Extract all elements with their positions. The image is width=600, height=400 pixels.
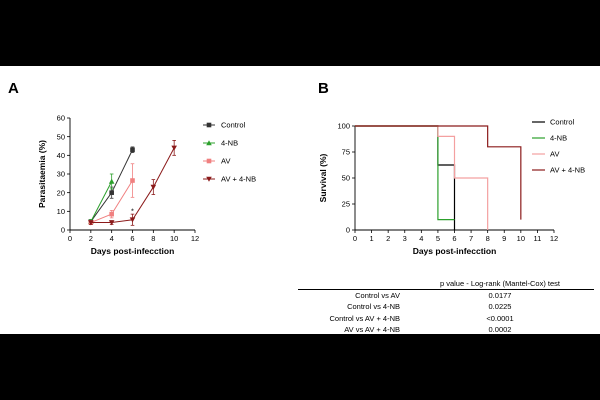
legend-label: AV + 4-NB bbox=[550, 166, 585, 175]
data-point-marker bbox=[88, 220, 94, 226]
data-point-marker bbox=[206, 122, 212, 128]
survival-step-line bbox=[355, 125, 456, 230]
panel-label-a: A bbox=[8, 80, 19, 97]
x-tick-label: 2 bbox=[89, 234, 93, 243]
legend-label: AV + 4-NB bbox=[221, 175, 256, 184]
x-tick-label: 0 bbox=[68, 234, 72, 243]
data-point-marker bbox=[150, 184, 157, 190]
data-point-marker bbox=[206, 176, 212, 182]
pvalue: 0.0177 bbox=[488, 291, 512, 301]
y-tick-label: 60 bbox=[57, 114, 65, 123]
x-tick-label: 7 bbox=[469, 234, 473, 243]
panel-label-b: B bbox=[318, 80, 329, 97]
y-axis-title: Survival (%) bbox=[318, 154, 328, 203]
pvalue: 0.0002 bbox=[488, 324, 512, 334]
y-tick-label: 0 bbox=[61, 226, 65, 235]
x-tick-label: 0 bbox=[353, 234, 357, 243]
comparison-label: Control vs AV bbox=[355, 291, 400, 301]
legend-label: Control bbox=[550, 118, 575, 127]
table-header-spacer bbox=[298, 278, 406, 291]
significance-marker: * bbox=[131, 206, 134, 215]
pvalue-table: p value - Log-rank (Mantel-Cox) test Con… bbox=[298, 278, 594, 334]
comparison-label: Control vs AV + 4-NB bbox=[329, 313, 400, 323]
x-tick-label: 6 bbox=[130, 234, 134, 243]
x-axis-title: Days post-infecction bbox=[413, 246, 497, 256]
x-tick-label: 11 bbox=[534, 234, 542, 243]
x-tick-label: 10 bbox=[517, 234, 525, 243]
table-header-row: p value - Log-rank (Mantel-Cox) test bbox=[298, 278, 594, 291]
x-axis-title: Days post-infecction bbox=[91, 246, 175, 256]
comparison-label: AV vs AV + 4-NB bbox=[344, 324, 400, 334]
y-tick-label: 100 bbox=[337, 122, 350, 131]
x-tick-label: 8 bbox=[151, 234, 155, 243]
data-point-marker bbox=[129, 217, 136, 223]
y-tick-label: 10 bbox=[57, 207, 65, 216]
y-tick-label: 40 bbox=[57, 151, 65, 160]
data-point-marker bbox=[109, 211, 114, 217]
table-row: AV vs AV + 4-NB 0.0002 bbox=[298, 324, 594, 334]
x-tick-label: 10 bbox=[170, 234, 178, 243]
x-tick-label: 9 bbox=[502, 234, 506, 243]
x-tick-label: 8 bbox=[486, 234, 490, 243]
x-tick-label: 12 bbox=[550, 234, 558, 243]
x-tick-label: 2 bbox=[386, 234, 390, 243]
y-tick-label: 75 bbox=[342, 148, 350, 157]
x-tick-label: 5 bbox=[436, 234, 440, 243]
series-line bbox=[90, 181, 113, 222]
y-tick-label: 20 bbox=[57, 188, 65, 197]
data-point-marker bbox=[108, 220, 115, 226]
pvalue: <0.0001 bbox=[486, 313, 514, 323]
table-row: Control vs 4-NB 0.0225 bbox=[298, 301, 594, 312]
data-point-marker bbox=[130, 147, 135, 153]
data-point-marker bbox=[171, 145, 177, 151]
y-tick-label: 0 bbox=[346, 226, 350, 235]
data-point-marker bbox=[206, 158, 212, 164]
data-point-marker bbox=[109, 190, 114, 195]
legend-label: Control bbox=[221, 121, 246, 130]
legend-label: AV bbox=[221, 157, 230, 166]
pvalue: 0.0225 bbox=[488, 302, 512, 312]
x-tick-label: 3 bbox=[403, 234, 407, 243]
y-tick-label: 50 bbox=[57, 132, 65, 141]
survival-step-line bbox=[355, 125, 489, 230]
x-tick-label: 1 bbox=[369, 234, 373, 243]
legend-label: 4-NB bbox=[221, 139, 238, 148]
x-tick-label: 4 bbox=[110, 234, 114, 243]
x-tick-label: 12 bbox=[191, 234, 199, 243]
y-tick-label: 25 bbox=[342, 200, 350, 209]
table-row: Control vs AV + 4-NB <0.0001 bbox=[298, 313, 594, 324]
legend-label: AV bbox=[550, 150, 559, 159]
comparison-label: Control vs 4-NB bbox=[347, 302, 400, 312]
x-tick-label: 4 bbox=[419, 234, 423, 243]
survival-step-line bbox=[355, 125, 455, 221]
survival-step-line bbox=[355, 125, 522, 220]
y-axis-title: Parasitaemia (%) bbox=[37, 140, 47, 208]
data-point-marker bbox=[108, 178, 115, 184]
parasitaemia-chart: 0 2 4 6 8 10 12 0 10 20 30 40 50 60 Days post-infeccti… bbox=[37, 114, 256, 256]
table-row: Control vs AV 0.0177 bbox=[298, 290, 594, 302]
data-point-marker bbox=[206, 140, 212, 146]
table-header: p value - Log-rank (Mantel-Cox) test bbox=[406, 278, 594, 291]
figure: A B 0 2 4 6 8 10 12 0 10 20 30 40 50 60 Days post-infe… bbox=[0, 66, 600, 334]
y-tick-label: 30 bbox=[57, 170, 65, 179]
x-tick-label: 6 bbox=[452, 234, 456, 243]
y-tick-label: 50 bbox=[342, 174, 350, 183]
legend-label: 4-NB bbox=[550, 134, 567, 143]
data-point-marker bbox=[130, 178, 135, 183]
